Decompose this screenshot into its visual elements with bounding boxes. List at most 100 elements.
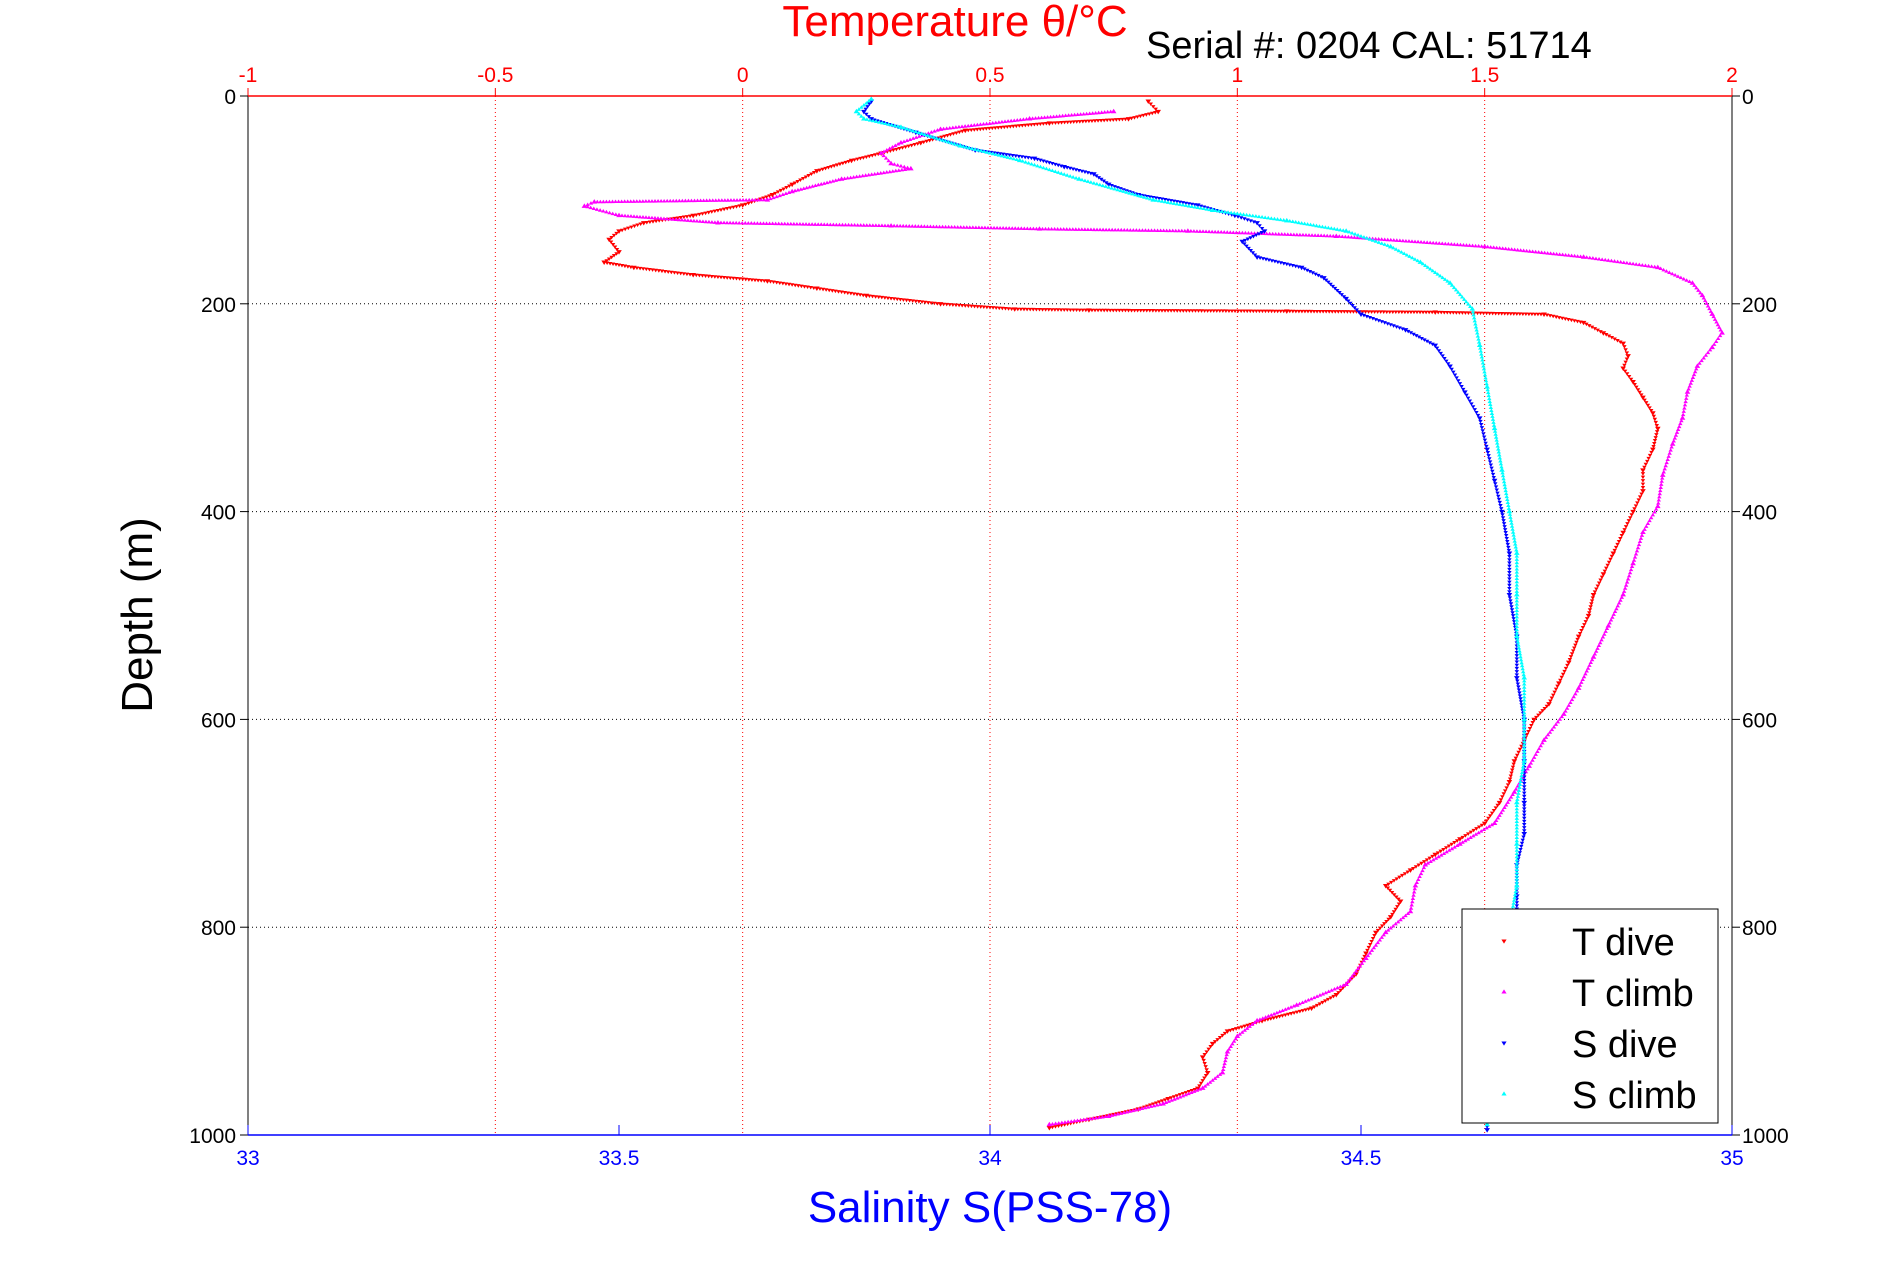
data-point (752, 221, 757, 225)
data-point (1399, 310, 1405, 315)
data-point (737, 277, 742, 281)
data-point (1602, 632, 1607, 636)
data-point (987, 305, 993, 310)
data-point (1514, 657, 1520, 661)
data-point (1672, 436, 1678, 440)
data-point (1087, 111, 1092, 115)
data-point (1514, 312, 1520, 316)
data-point (1373, 930, 1379, 936)
data-point (846, 222, 851, 227)
data-point (1424, 858, 1430, 862)
data-point (1498, 798, 1504, 802)
data-point (1349, 235, 1354, 239)
data-point (913, 129, 918, 134)
data-point (1497, 246, 1502, 250)
data-point (1394, 325, 1399, 329)
data-point (1595, 646, 1600, 650)
data-point (622, 213, 628, 218)
data-point (1259, 231, 1264, 235)
data-point (656, 269, 662, 273)
data-point (1476, 342, 1483, 348)
data-point (1646, 456, 1651, 461)
data-point (1610, 615, 1615, 619)
data-point (1445, 279, 1450, 283)
data-point (1430, 240, 1436, 245)
data-point (994, 225, 1000, 230)
data-point (1519, 660, 1524, 665)
data-point (1317, 224, 1322, 228)
data-point (1390, 912, 1395, 917)
data-point (662, 269, 668, 274)
data-point (1486, 393, 1491, 398)
data-point (1298, 265, 1305, 271)
data-point (1114, 308, 1119, 313)
data-point (1010, 153, 1015, 158)
data-point (1338, 988, 1343, 993)
data-point (697, 219, 703, 223)
data-point (1510, 530, 1516, 534)
data-point (1079, 177, 1085, 182)
data-point (1488, 814, 1493, 818)
data-point (1391, 245, 1396, 250)
data-point (679, 217, 685, 222)
data-point (1305, 268, 1310, 273)
data-point (1637, 390, 1642, 395)
data-point (1694, 366, 1699, 371)
data-point (770, 221, 775, 226)
data-point (1046, 308, 1051, 312)
data-point (1582, 623, 1587, 627)
data-point (812, 222, 818, 226)
data-point (1418, 240, 1424, 244)
data-point (917, 134, 922, 138)
data-point (883, 121, 888, 126)
data-point (1493, 311, 1498, 316)
data-point (1514, 563, 1520, 568)
data-point (1382, 883, 1389, 889)
data-point (1522, 778, 1527, 783)
data-point (1012, 118, 1017, 122)
data-point (856, 111, 862, 116)
data-point (1360, 310, 1365, 314)
data-point (1407, 868, 1414, 873)
data-point (982, 225, 988, 230)
data-point (1566, 703, 1571, 707)
data-point (1484, 447, 1490, 453)
data-point (1500, 473, 1506, 478)
data-point (1519, 844, 1524, 849)
data-point (990, 126, 995, 131)
data-point (1015, 307, 1021, 312)
data-point (860, 173, 865, 178)
data-point (1387, 888, 1393, 893)
data-point (878, 150, 884, 155)
data-point (611, 233, 617, 238)
data-point (1454, 839, 1460, 843)
data-point (1560, 316, 1565, 321)
data-point (1125, 228, 1130, 232)
data-point (756, 197, 761, 202)
data-point (1521, 716, 1528, 722)
data-point (1471, 833, 1476, 838)
data-point (1239, 239, 1246, 245)
data-point (1637, 262, 1642, 267)
data-point (1624, 580, 1630, 584)
data-point (1385, 237, 1390, 242)
data-point (1171, 201, 1177, 205)
data-point (1427, 341, 1433, 345)
data-point (1269, 1012, 1274, 1017)
data-point (1177, 1093, 1183, 1097)
data-point (1678, 275, 1684, 280)
data-point (1522, 752, 1527, 756)
data-point (1468, 835, 1473, 840)
data-point (1495, 444, 1500, 448)
data-point (1332, 226, 1337, 231)
data-point (1699, 358, 1704, 363)
data-point (1678, 421, 1683, 426)
data-point (1650, 411, 1656, 416)
data-point (715, 208, 721, 213)
data-point (908, 165, 914, 171)
data-point (1242, 217, 1247, 221)
data-point (1521, 758, 1528, 763)
right-tick-label: 1000 (1742, 1125, 1789, 1148)
data-point (1440, 241, 1445, 246)
